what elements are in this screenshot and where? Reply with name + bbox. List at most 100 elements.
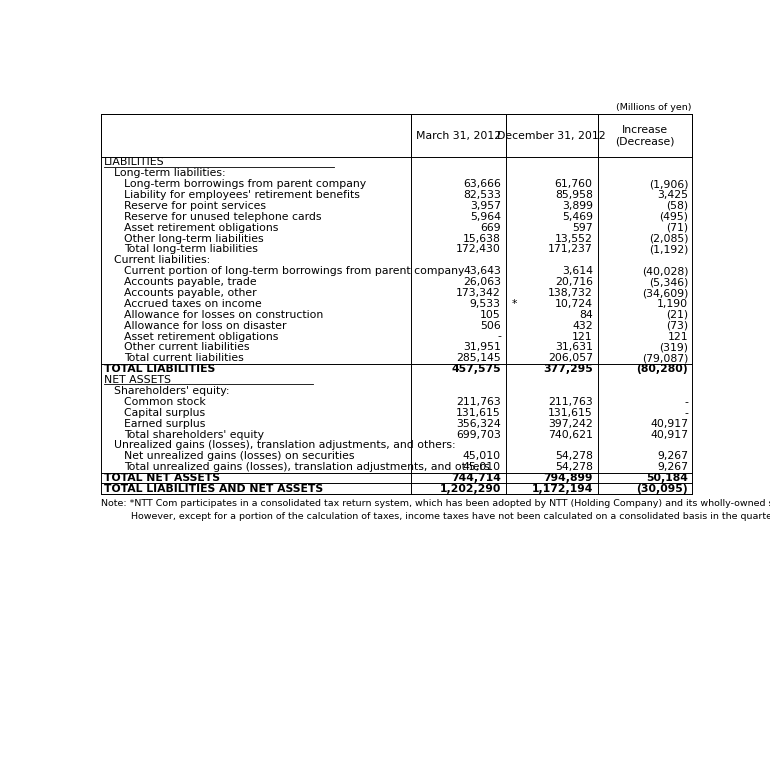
Text: -: - (685, 408, 688, 418)
Text: 1,172,194: 1,172,194 (531, 484, 593, 494)
Text: 26,063: 26,063 (463, 277, 500, 287)
Text: 54,278: 54,278 (555, 462, 593, 472)
Text: Allowance for losses on construction: Allowance for losses on construction (124, 309, 323, 320)
Text: 397,242: 397,242 (548, 419, 593, 429)
Text: NET ASSETS: NET ASSETS (104, 375, 171, 385)
Text: 131,615: 131,615 (548, 408, 593, 418)
Text: 121: 121 (572, 332, 593, 342)
Text: 206,057: 206,057 (547, 353, 593, 364)
Text: 172,430: 172,430 (456, 244, 500, 254)
Bar (101, 114, 691, 494)
Text: Increase
(Decrease): Increase (Decrease) (615, 125, 675, 147)
Text: 356,324: 356,324 (456, 419, 500, 429)
Text: (Millions of yen): (Millions of yen) (616, 103, 691, 112)
Text: Allowance for loss on disaster: Allowance for loss on disaster (124, 321, 286, 331)
Text: Common stock: Common stock (124, 397, 206, 407)
Text: 15,638: 15,638 (463, 234, 500, 244)
Text: 31,631: 31,631 (555, 342, 593, 352)
Text: Asset retirement obligations: Asset retirement obligations (124, 332, 278, 342)
Text: 84: 84 (579, 309, 593, 320)
Text: (1,192): (1,192) (649, 244, 688, 254)
Text: 432: 432 (572, 321, 593, 331)
Text: 173,342: 173,342 (456, 288, 500, 298)
Text: TOTAL LIABILITIES: TOTAL LIABILITIES (104, 364, 216, 374)
Text: 3,899: 3,899 (562, 201, 593, 211)
Text: 61,760: 61,760 (554, 180, 593, 189)
Text: 85,958: 85,958 (555, 190, 593, 200)
Text: Accounts payable, other: Accounts payable, other (124, 288, 256, 298)
Text: 31,951: 31,951 (463, 342, 500, 352)
Text: 5,469: 5,469 (562, 212, 593, 222)
Text: (30,095): (30,095) (637, 484, 688, 494)
Text: 3,425: 3,425 (658, 190, 688, 200)
Text: Liability for employees' retirement benefits: Liability for employees' retirement bene… (124, 190, 360, 200)
Text: (2,085): (2,085) (649, 234, 688, 244)
Text: (71): (71) (666, 223, 688, 233)
Text: 377,295: 377,295 (543, 364, 593, 374)
Text: 121: 121 (668, 332, 688, 342)
Text: Long-term liabilities:: Long-term liabilities: (114, 168, 226, 178)
Text: 45,010: 45,010 (463, 462, 500, 472)
Text: 9,267: 9,267 (658, 452, 688, 461)
Text: (1,906): (1,906) (649, 180, 688, 189)
Text: 597: 597 (572, 223, 593, 233)
Text: Note: *NTT Com participates in a consolidated tax return system, which has been : Note: *NTT Com participates in a consoli… (101, 499, 770, 508)
Text: 9,267: 9,267 (658, 462, 688, 472)
Text: Total long-term liabilities: Total long-term liabilities (124, 244, 258, 254)
Text: *: * (511, 299, 517, 309)
Text: Current liabilities:: Current liabilities: (114, 255, 210, 265)
Text: (34,609): (34,609) (642, 288, 688, 298)
Text: Asset retirement obligations: Asset retirement obligations (124, 223, 278, 233)
Text: 744,714: 744,714 (451, 473, 500, 483)
Text: Other long-term liabilities: Other long-term liabilities (124, 234, 263, 244)
Text: Net unrealized gains (losses) on securities: Net unrealized gains (losses) on securit… (124, 452, 354, 461)
Text: LIABILITIES: LIABILITIES (104, 157, 165, 167)
Text: 13,552: 13,552 (555, 234, 593, 244)
Text: 211,763: 211,763 (456, 397, 500, 407)
Text: -: - (497, 332, 501, 342)
Text: 1,190: 1,190 (657, 299, 688, 309)
Text: Current portion of long-term borrowings from parent company: Current portion of long-term borrowings … (124, 266, 464, 277)
Text: 669: 669 (480, 223, 501, 233)
Text: 211,763: 211,763 (548, 397, 593, 407)
Text: Shareholders' equity:: Shareholders' equity: (114, 386, 229, 396)
Text: 40,917: 40,917 (650, 419, 688, 429)
Text: Total current liabilities: Total current liabilities (124, 353, 243, 364)
Text: (40,028): (40,028) (641, 266, 688, 277)
Text: 3,614: 3,614 (562, 266, 593, 277)
Text: 40,917: 40,917 (650, 429, 688, 439)
Text: 105: 105 (480, 309, 501, 320)
Text: Unrealized gains (losses), translation adjustments, and others:: Unrealized gains (losses), translation a… (114, 440, 456, 451)
Text: 1,202,290: 1,202,290 (440, 484, 500, 494)
Text: TOTAL NET ASSETS: TOTAL NET ASSETS (104, 473, 220, 483)
Text: Accounts payable, trade: Accounts payable, trade (124, 277, 256, 287)
Text: (21): (21) (666, 309, 688, 320)
Text: -: - (685, 397, 688, 407)
Text: Long-term borrowings from parent company: Long-term borrowings from parent company (124, 180, 366, 189)
Text: 285,145: 285,145 (456, 353, 500, 364)
Text: (5,346): (5,346) (649, 277, 688, 287)
Text: 63,666: 63,666 (463, 180, 500, 189)
Text: 740,621: 740,621 (548, 429, 593, 439)
Text: Reserve for unused telephone cards: Reserve for unused telephone cards (124, 212, 321, 222)
Text: TOTAL LIABILITIES AND NET ASSETS: TOTAL LIABILITIES AND NET ASSETS (104, 484, 323, 494)
Text: 45,010: 45,010 (463, 452, 500, 461)
Text: Accrued taxes on income: Accrued taxes on income (124, 299, 262, 309)
Text: 82,533: 82,533 (463, 190, 500, 200)
Text: 9,533: 9,533 (470, 299, 500, 309)
Text: 3,957: 3,957 (470, 201, 500, 211)
Text: 5,964: 5,964 (470, 212, 500, 222)
Text: Other current liabilities: Other current liabilities (124, 342, 249, 352)
Text: 171,237: 171,237 (548, 244, 593, 254)
Text: 20,716: 20,716 (554, 277, 593, 287)
Text: 506: 506 (480, 321, 501, 331)
Text: Total shareholders' equity: Total shareholders' equity (124, 429, 263, 439)
Text: 10,724: 10,724 (554, 299, 593, 309)
Text: December 31, 2012: December 31, 2012 (497, 131, 606, 141)
Text: (319): (319) (659, 342, 688, 352)
Text: (495): (495) (659, 212, 688, 222)
Text: (79,087): (79,087) (642, 353, 688, 364)
Text: March 31, 2012: March 31, 2012 (416, 131, 501, 141)
Text: 54,278: 54,278 (555, 452, 593, 461)
Text: (73): (73) (666, 321, 688, 331)
